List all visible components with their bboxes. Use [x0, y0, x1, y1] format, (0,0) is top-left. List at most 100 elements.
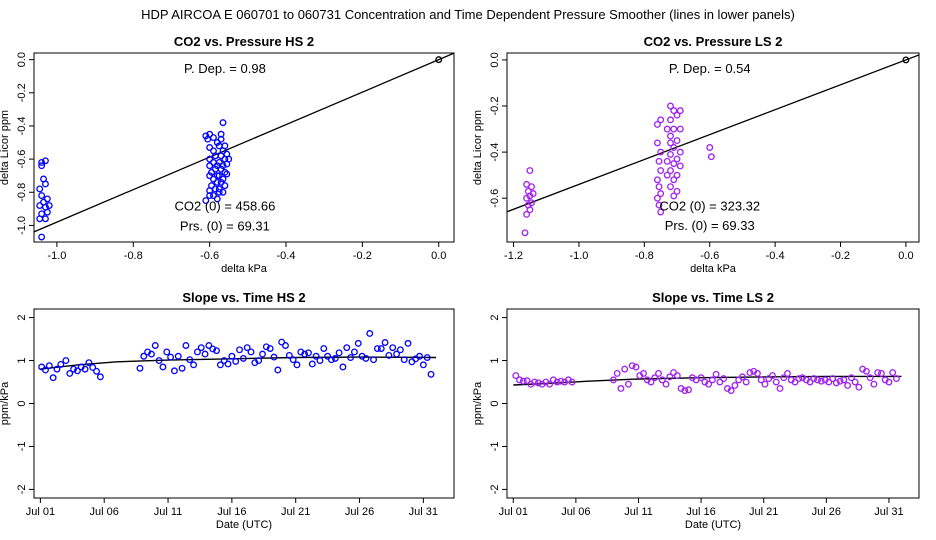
data-point: [673, 137, 681, 145]
data-point: [784, 369, 791, 377]
data-point: [45, 202, 53, 209]
annotation: Prs. (0) = 69.31: [180, 218, 270, 233]
data-point: [832, 379, 840, 387]
data-point: [667, 139, 674, 147]
data-point: [531, 378, 539, 386]
x-tick-label: -0.6: [700, 250, 719, 262]
y-tick-label: -1: [16, 442, 28, 452]
data-point: [529, 190, 537, 198]
data-point: [676, 107, 684, 115]
data-point: [676, 125, 684, 133]
data-point: [655, 183, 663, 191]
data-point: [316, 357, 324, 364]
data-point: [385, 351, 393, 359]
data-point: [193, 348, 201, 356]
data-point: [42, 180, 49, 188]
data-point: [666, 373, 674, 381]
data-point: [546, 380, 554, 388]
data-point: [215, 188, 223, 196]
data-point: [667, 102, 674, 110]
x-tick-label: Jul 31: [409, 506, 438, 518]
data-point: [221, 142, 229, 150]
data-point: [151, 342, 159, 349]
x-tick-label: -0.4: [277, 250, 296, 262]
slope-time-ls-panel: Slope vs. Time LS 2 Jul 01 Jul 06 Jul 11 Jul…: [472, 290, 920, 531]
data-point: [217, 130, 225, 138]
data-point: [653, 121, 661, 128]
data-point: [889, 369, 897, 377]
co2-pressure-ls-panel: CO2 vs. Pressure LS 2 -1.2 -1.0 -0.8 -0.6 -0.…: [472, 34, 920, 275]
data-point: [673, 372, 681, 380]
data-point: [523, 210, 531, 218]
data-point: [206, 192, 214, 200]
data-point: [810, 375, 818, 383]
data-point: [836, 377, 844, 385]
x-tick-label: -1.2: [504, 250, 523, 262]
data-point: [419, 361, 427, 369]
x-tick-label: 0.0: [898, 250, 913, 262]
y-tick-label: 0: [16, 400, 28, 406]
data-point: [206, 172, 214, 180]
data-point: [213, 347, 221, 355]
data-point: [670, 369, 678, 377]
data-point: [523, 194, 531, 202]
smoother-line: [40, 356, 437, 370]
data-point: [655, 201, 663, 209]
data-point: [738, 373, 746, 381]
annotation: P. Dep. = 0.98: [184, 61, 266, 76]
x-axis-label: delta kPa: [690, 263, 737, 275]
data-point: [366, 330, 374, 337]
data-point: [731, 382, 739, 389]
x-tick-label: Jul 26: [812, 506, 841, 518]
data-point: [647, 378, 655, 386]
data-point: [670, 176, 678, 184]
data-point: [343, 344, 351, 352]
data-point: [221, 182, 229, 190]
data-point: [427, 370, 435, 378]
data-point: [85, 359, 93, 367]
origin-marker: [435, 56, 443, 64]
panel-title: Slope vs. Time LS 2: [652, 290, 774, 305]
data-point: [147, 350, 155, 358]
data-point: [673, 171, 681, 179]
data-point: [814, 376, 822, 384]
x-tick-label: 0.0: [431, 250, 446, 262]
data-point: [667, 132, 674, 140]
data-point: [324, 352, 332, 360]
data-point: [667, 150, 674, 158]
data-point: [657, 208, 665, 216]
data-point: [174, 352, 182, 360]
y-tick-label: -2: [16, 485, 28, 495]
data-point: [255, 357, 263, 364]
data-point: [855, 383, 863, 391]
data-point: [155, 357, 163, 364]
data-point: [673, 111, 681, 119]
data-point: [776, 385, 784, 392]
data-point: [568, 378, 576, 386]
data-point: [396, 346, 404, 354]
data-point: [331, 354, 339, 362]
data-point: [38, 158, 46, 166]
data-point: [528, 183, 535, 191]
data-point: [206, 155, 214, 163]
data-point: [408, 358, 416, 366]
data-point: [42, 157, 49, 165]
data-point: [42, 215, 49, 223]
y-axis-label: ppm/kPa: [472, 381, 484, 425]
data-point: [844, 382, 852, 389]
data-point: [523, 377, 531, 385]
x-tick-label: Jul 01: [26, 506, 55, 518]
slope-time-hs-panel: Slope vs. Time HS 2 Jul 01 Jul 06 Jul 11 Jul…: [0, 290, 455, 531]
data-point: [825, 378, 833, 386]
data-point: [38, 233, 46, 241]
x-tick-label: Jul 31: [874, 506, 903, 518]
x-tick-label: Jul 21: [281, 506, 310, 518]
y-tick-label: 0.0: [489, 52, 501, 67]
data-point: [206, 162, 214, 170]
data-point: [667, 116, 674, 124]
y-tick-label: -1.0: [16, 216, 28, 235]
data-point: [667, 183, 674, 191]
data-point: [49, 374, 57, 382]
y-axis-label: delta Licor ppm: [472, 110, 484, 185]
data-point: [163, 348, 171, 356]
